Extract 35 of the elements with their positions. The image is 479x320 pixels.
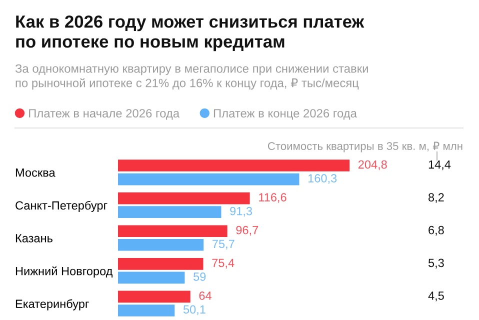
data-label: 204,8	[358, 160, 387, 170]
text: Стоимость квартиры в 35 кв. м, ₽ млн	[268, 142, 462, 152]
data-label: 59	[194, 272, 206, 281]
y-tick-label: Санкт-Петербург	[16, 200, 108, 212]
bar	[118, 206, 222, 218]
bar	[118, 225, 228, 238]
y-tick-label: Екатеринбург	[16, 299, 89, 310]
data-label: 50,1	[183, 305, 206, 316]
bar	[118, 272, 185, 284]
y-tick-label: Москва	[16, 168, 56, 177]
bar	[118, 173, 300, 186]
data-label: 96,7	[236, 226, 258, 236]
text: 6,8	[428, 226, 444, 236]
data-label: 75,7	[212, 240, 234, 250]
text: 4,5	[428, 292, 444, 302]
data-label: 75,4	[212, 258, 234, 268]
text: 14,4	[428, 160, 451, 170]
bar	[118, 258, 204, 270]
data-label: 116,6	[259, 193, 286, 203]
data-label: 64	[199, 292, 212, 300]
text: 5,3	[428, 258, 444, 268]
bar	[118, 192, 250, 204]
legend-label: Платеж в начале 2026 года	[29, 109, 180, 120]
text: 8,2	[428, 193, 444, 203]
chart-subtitle: За однокомнатную квартиру в мегаполисе при снижении ставки по рыночной ипотеке с 21% до 16% к концу года, ₽ тыс/месяц	[15, 64, 368, 90]
legend-label: Платеж в конце 2026 года	[214, 109, 357, 120]
bar	[118, 290, 190, 303]
bar	[118, 238, 204, 251]
data-label: 160,3	[308, 174, 337, 184]
y-tick-label: Нижний Новгород	[16, 266, 113, 278]
y-tick-label: Казань	[16, 234, 52, 242]
chart-title: Как в 2026 году может снизиться платеж по ипотеке по новым кредитам	[16, 15, 364, 52]
bar	[118, 304, 175, 316]
bar	[118, 160, 350, 172]
data-label: 91,3	[230, 206, 252, 217]
